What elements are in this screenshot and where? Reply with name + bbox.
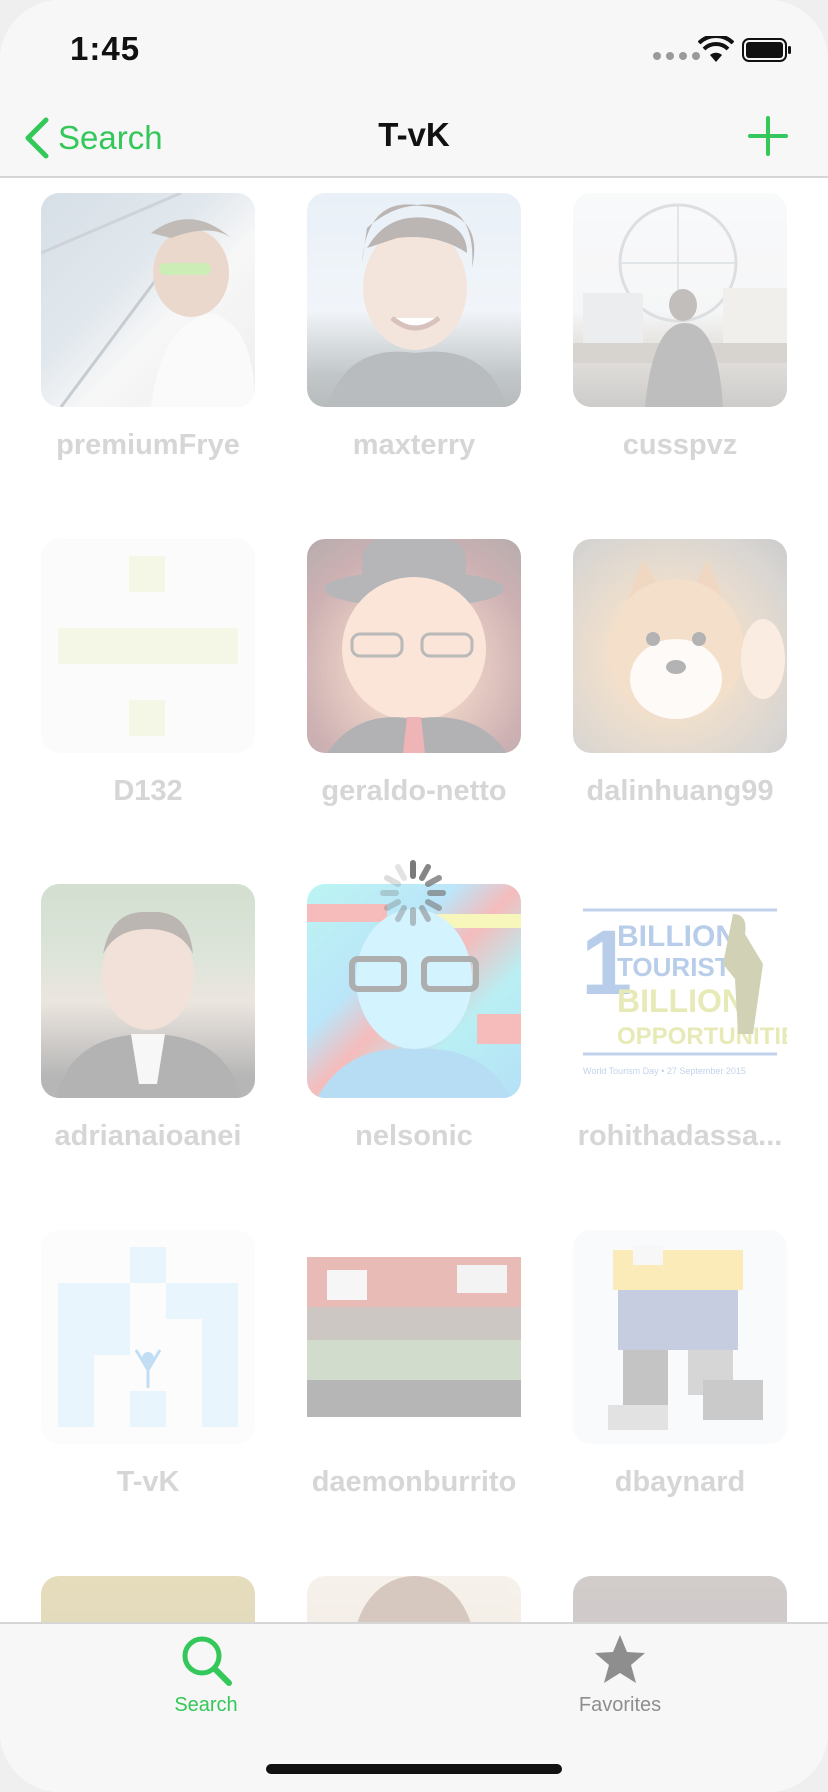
- user-avatar: [41, 1230, 255, 1444]
- rohit-avatar-line-2: TOURISTS: [617, 952, 748, 982]
- wifi-icon: [698, 36, 734, 62]
- user-avatar: [573, 1576, 787, 1622]
- user-cell[interactable]: [573, 1576, 787, 1622]
- home-indicator[interactable]: [266, 1764, 562, 1774]
- user-cell[interactable]: 1 BILLION TOURISTS BILLION OPPORTUNITIES…: [573, 884, 787, 1153]
- rohit-avatar-line-1: BILLION: [617, 920, 737, 953]
- tab-favorites-label: Favorites: [578, 1694, 662, 1716]
- user-cell[interactable]: dbaynard: [573, 1230, 787, 1499]
- tab-bar: Search Favorites: [0, 1622, 828, 1792]
- user-avatar: 1 BILLION TOURISTS BILLION OPPORTUNITIES…: [573, 884, 787, 1098]
- user-avatar: [41, 193, 255, 407]
- tab-search[interactable]: Search: [106, 1632, 306, 1717]
- user-avatar: [307, 884, 521, 1098]
- back-button[interactable]: Search: [22, 110, 163, 166]
- back-button-label: Search: [58, 119, 163, 156]
- user-cell[interactable]: daemonburrito: [307, 1230, 521, 1499]
- user-cell[interactable]: premiumFrye: [41, 193, 255, 462]
- user-cell[interactable]: D132: [41, 539, 255, 808]
- user-grid: premiumFrye maxterry: [0, 178, 828, 1622]
- search-icon: [182, 1636, 232, 1686]
- battery-icon: [742, 38, 791, 62]
- add-button[interactable]: [746, 114, 790, 158]
- user-cell[interactable]: nelsonic: [307, 884, 521, 1153]
- status-bar: 1:45: [0, 0, 828, 100]
- user-avatar: [573, 539, 787, 753]
- tab-favorites[interactable]: Favorites: [520, 1632, 720, 1717]
- chevron-left-icon: [25, 117, 49, 159]
- user-cell[interactable]: T-vK: [41, 1230, 255, 1499]
- status-time: 1:45: [70, 30, 141, 67]
- page-title: T-vK: [378, 116, 450, 153]
- tab-search-label: Search: [174, 1694, 238, 1716]
- user-avatar: [307, 1576, 521, 1622]
- user-cell[interactable]: cusspvz: [573, 193, 787, 462]
- navigation-bar: Search T-vK: [0, 100, 828, 178]
- rohit-avatar-caption: World Tourism Day • 27 September 2015: [583, 1066, 746, 1076]
- user-cell[interactable]: adrianaioanei: [41, 884, 255, 1153]
- user-avatar: [307, 193, 521, 407]
- cellular-signal-icon: [653, 52, 700, 60]
- user-cell[interactable]: geraldo-netto: [307, 539, 521, 808]
- loading-spinner-icon: [380, 860, 446, 926]
- user-avatar: [307, 1230, 521, 1444]
- loading-overlay: [0, 178, 828, 1622]
- user-cell[interactable]: [41, 1576, 255, 1622]
- user-avatar: [573, 1230, 787, 1444]
- user-cell[interactable]: maxterry: [307, 193, 521, 462]
- rohit-avatar-line-3: BILLION: [617, 983, 745, 1019]
- star-icon: [595, 1635, 645, 1683]
- user-avatar: [41, 884, 255, 1098]
- rohit-avatar-line-4: OPPORTUNITIES: [617, 1023, 787, 1050]
- user-avatar: [307, 539, 521, 753]
- user-cell[interactable]: [307, 1576, 521, 1622]
- user-cell[interactable]: dalinhuang99: [573, 539, 787, 808]
- user-avatar: [41, 539, 255, 753]
- user-avatar: [573, 193, 787, 407]
- user-avatar: [41, 1576, 255, 1622]
- rohit-avatar-number: 1: [581, 912, 632, 1014]
